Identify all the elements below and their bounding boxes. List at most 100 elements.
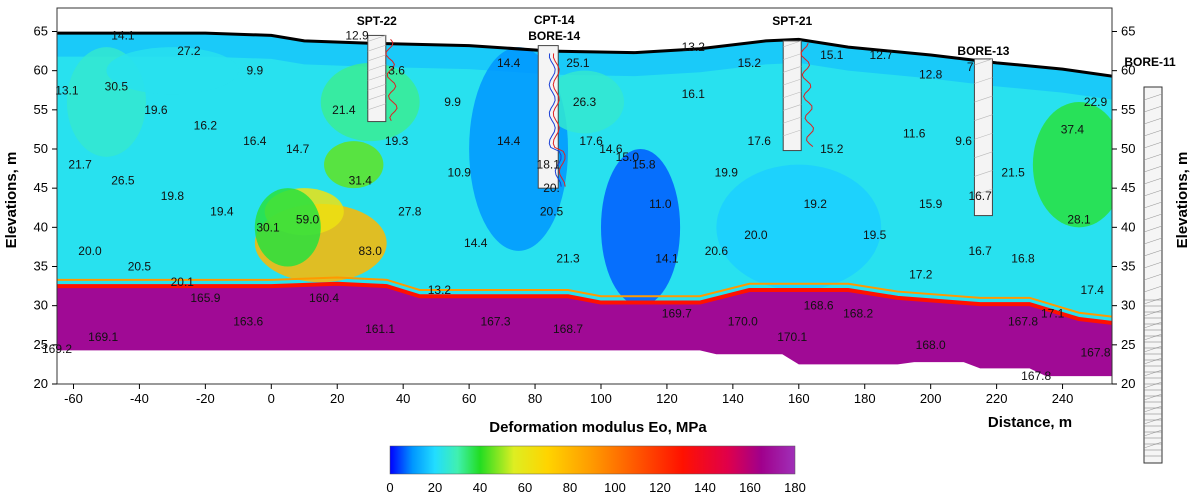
value-label: 168.0: [916, 338, 946, 352]
anomaly-zone: [544, 70, 625, 134]
value-label: 20.: [543, 181, 560, 195]
x-tick-label: -40: [130, 391, 149, 406]
y-tick-label-right: 30: [1121, 298, 1135, 313]
log-hatch: [1143, 225, 1163, 233]
value-label: 22.9: [1084, 95, 1108, 109]
cpt-label: CPT-14: [534, 13, 575, 27]
x-tick-label: 100: [590, 391, 612, 406]
value-label: 30.5: [105, 79, 129, 93]
value-label: 21.5: [1001, 166, 1025, 180]
colorbar-tick-label: 180: [784, 480, 806, 495]
boring-hatch: [367, 74, 386, 81]
cpt-bore-label: BORE-14: [528, 29, 580, 43]
x-tick-label: 20: [330, 391, 344, 406]
value-label: 16.4: [243, 134, 267, 148]
boring-hatch: [974, 114, 993, 121]
value-label: 19.2: [804, 197, 828, 211]
value-label: 28.1: [1067, 213, 1091, 227]
log-hatch: [1143, 117, 1163, 125]
boring-hatch: [974, 151, 993, 159]
boring-shaft: [367, 34, 387, 123]
boring-hatch: [974, 95, 993, 103]
spt-trace: [800, 43, 814, 148]
boring-hatch: [974, 188, 993, 196]
colorbar-tick-label: 160: [739, 480, 761, 495]
value-label: 21.4: [332, 103, 356, 117]
x-tick-label: 160: [788, 391, 810, 406]
value-label: 37.4: [1061, 122, 1085, 136]
rock-contact-line: [57, 281, 1112, 325]
colorbar-tick-label: 140: [694, 480, 716, 495]
value-label: 167.8: [1081, 346, 1111, 360]
y-tick-label-right: 20: [1121, 376, 1135, 391]
boring-hatch: [974, 132, 993, 140]
value-label: 31.4: [349, 173, 373, 187]
y-axis-label-right: Elevations, m: [1174, 152, 1191, 249]
x-tick-label: 240: [1052, 391, 1074, 406]
plot-area: [57, 8, 1112, 384]
value-label: 18.1: [537, 158, 561, 172]
log-hatch: [1143, 105, 1163, 113]
y-tick-label-right: 55: [1121, 102, 1135, 117]
value-label: 17.4: [1081, 283, 1105, 297]
boring-hatch: [783, 91, 802, 99]
log-hatch: [1143, 201, 1163, 209]
log-hatch: [1143, 417, 1163, 425]
cpt-boring: CPT-14 BORE-14: [528, 13, 581, 189]
value-label: 19.9: [715, 166, 739, 180]
value-labels: 14.1 27.2 12.9 13.1 30.5 9.9 3.6 19.6 16.2 21.4 9.…: [42, 28, 1111, 383]
y-tick-label-left: 20: [34, 376, 48, 391]
value-label: 165.9: [190, 291, 220, 305]
cpt-shaft: [537, 45, 559, 189]
boring-hatch: [367, 44, 386, 52]
x-tick-label: 80: [528, 391, 542, 406]
boring-column: SPT-22: [357, 14, 397, 123]
bore-11-log: BORE-11: [1124, 55, 1176, 464]
value-label: 14.4: [497, 56, 521, 70]
log-hatch: [1143, 129, 1163, 137]
value-label: 19.8: [161, 189, 185, 203]
log-hatch: [1143, 321, 1163, 329]
value-label: 12.9: [345, 28, 369, 42]
boring-hatch: [367, 103, 386, 111]
boring-hatch: [783, 104, 802, 111]
value-label: 21.3: [556, 252, 580, 266]
boring-hatch: [367, 83, 386, 91]
y-tick-label-left: 55: [34, 102, 48, 117]
log-hatch: [1143, 285, 1163, 293]
value-label: 19.3: [385, 134, 409, 148]
x-tick-label: 120: [656, 391, 678, 406]
x-tick-label: 200: [920, 391, 942, 406]
cpt-trace: [552, 53, 566, 187]
colorbar: Deformation modulus Eo, MPa 0 20 40 60 80 100…: [386, 419, 805, 495]
boring-hatch: [367, 64, 386, 72]
value-label: 15.1: [820, 48, 844, 62]
value-label: 163.6: [233, 314, 263, 328]
anomaly-zone: [1032, 102, 1112, 228]
boring-hatch: [974, 58, 993, 66]
value-label: 16.2: [194, 119, 218, 133]
y-tick-label-left: 50: [34, 141, 48, 156]
value-label: 13.2: [428, 283, 452, 297]
y-tick-label-left: 45: [34, 180, 48, 195]
x-tick-label: 220: [986, 391, 1008, 406]
anomaly-zone: [716, 164, 882, 290]
colorbar-tick-label: 0: [386, 480, 393, 495]
value-label: 15.8: [632, 158, 656, 172]
value-label: 15.9: [919, 197, 943, 211]
value-label: 15.2: [820, 142, 844, 156]
value-label: 30.1: [256, 220, 280, 234]
bore-11-log-column: [1143, 86, 1163, 464]
y-tick-label-left: 60: [34, 63, 48, 78]
value-label: 169.1: [88, 330, 118, 344]
value-label: 17.6: [748, 134, 772, 148]
boring-hatch: [783, 40, 802, 48]
value-label: 14.7: [286, 142, 310, 156]
bore-11-label: BORE-11: [1124, 55, 1176, 69]
value-label: 12.7: [870, 48, 894, 62]
x-tick-label: -20: [196, 391, 215, 406]
value-label: 12.8: [919, 68, 943, 82]
value-label: 16.7: [968, 244, 992, 258]
anomaly-zone: [324, 141, 384, 189]
